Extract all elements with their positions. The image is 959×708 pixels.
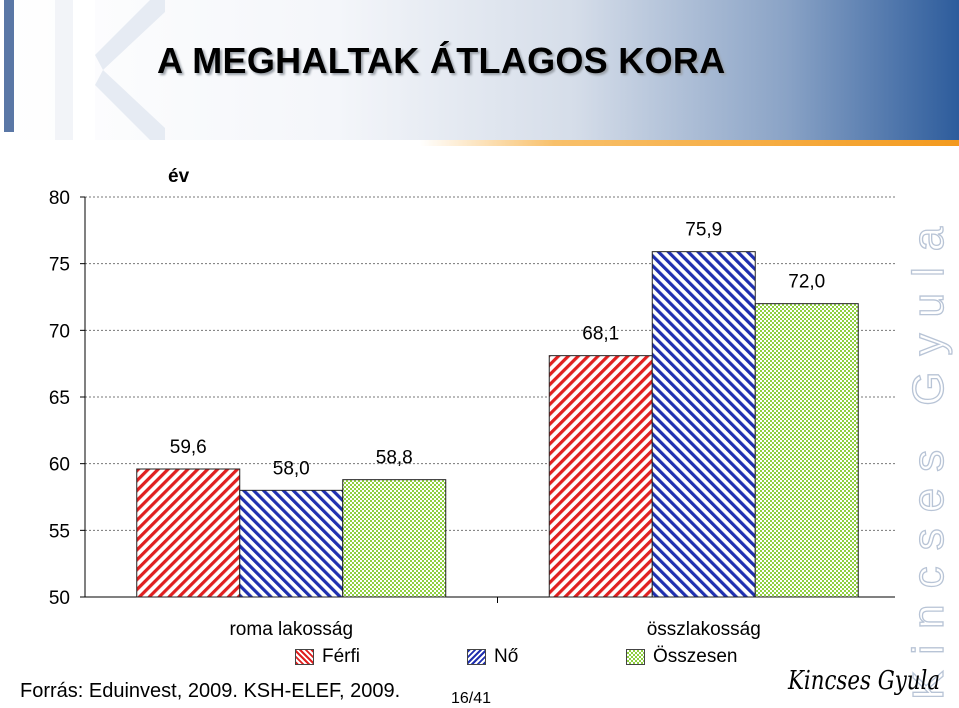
bar-Férfi-0 <box>136 468 241 598</box>
bar-Összesen-1 <box>754 303 859 598</box>
bar-Nő-1 <box>651 251 756 598</box>
ytick-label-75: 75 <box>49 255 70 276</box>
source-note: Forrás: Eduinvest, 2009. KSH-ELEF, 2009. <box>20 680 401 702</box>
data-label-Férfi-1: 68,1 <box>582 324 619 345</box>
data-label-Férfi-0: 59,6 <box>170 437 207 458</box>
slide-title: A MEGHALTAK ÁTLAGOS KORA <box>157 40 726 81</box>
ytick-label-65: 65 <box>49 388 70 409</box>
legend-swatch-no <box>467 649 486 665</box>
ytick-label-50: 50 <box>49 588 70 609</box>
watermark-text: Kincses Gyula <box>904 211 953 700</box>
header-band <box>0 0 959 140</box>
ytick-label-80: 80 <box>49 188 70 209</box>
bar-Nő-0 <box>239 489 344 598</box>
category-label-1: összlakosság <box>647 619 761 640</box>
author-signature: Kincses Gyula <box>788 666 941 696</box>
k-logo-icon <box>55 0 165 140</box>
ytick-label-55: 55 <box>49 521 70 542</box>
bar-Összesen-0 <box>342 479 447 598</box>
legend-item-osszesen: Összesen <box>626 645 737 669</box>
legend-item-ferfi: Férfi <box>295 645 360 669</box>
vertical-watermark: Kincses Gyula <box>903 210 953 701</box>
legend-item-no: Nő <box>467 645 518 669</box>
data-label-Összesen-0: 58,8 <box>376 448 413 469</box>
legend-label-osszesen: Összesen <box>653 646 738 667</box>
category-label-0: roma lakosság <box>229 619 353 640</box>
orange-rule <box>420 140 959 146</box>
bars <box>136 251 859 598</box>
data-label-Nő-1: 75,9 <box>685 220 722 241</box>
bar-Férfi-1 <box>548 355 653 598</box>
data-label-Nő-0: 58,0 <box>273 458 310 479</box>
header-left-bar <box>4 0 14 132</box>
data-label-Összesen-1: 72,0 <box>788 272 825 293</box>
y-axis-label: év <box>168 166 190 187</box>
ytick-label-60: 60 <box>49 455 70 476</box>
legend-label-ferfi: Férfi <box>322 646 360 667</box>
legend-swatch-ferfi <box>295 649 314 665</box>
labels: 50 55 60 65 70 75 80 év roma lakosság 59,6 58,0 58,… <box>49 166 825 640</box>
legend-label-no: Nő <box>494 646 519 667</box>
page-number: 16/41 <box>451 690 492 707</box>
legend-swatch-osszesen <box>626 649 645 665</box>
bar-chart: 50 55 60 65 70 75 80 év roma lakosság 59,6 58,0 58,… <box>49 166 895 640</box>
ytick-label-70: 70 <box>49 321 70 342</box>
